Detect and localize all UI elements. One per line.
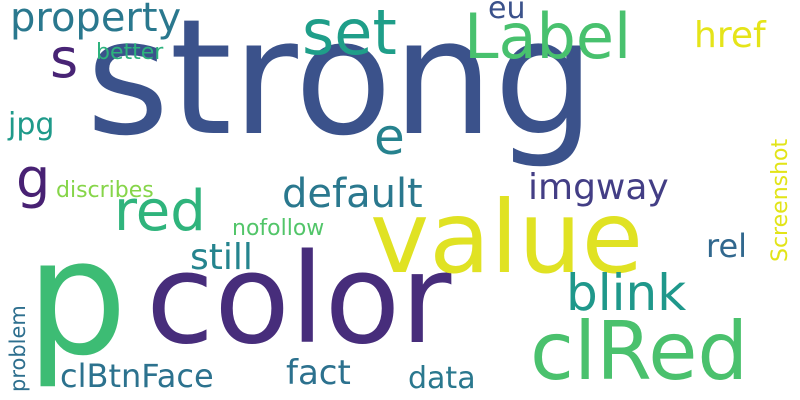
word-e: e [374,108,405,166]
word-href: href [694,15,766,56]
word-red: red [114,179,206,244]
word-default: default [282,171,423,217]
word-jpg: jpg [8,107,55,142]
word-better: better [96,40,164,65]
word-p: p [26,204,128,391]
word-eu: eu [488,0,526,26]
word-still: still [190,237,253,278]
word-discribes: discribes [56,178,154,203]
word-clred: clRed [530,305,749,398]
word-imgway: imgway [528,167,669,208]
word-color: color [146,228,452,372]
word-s: s [50,27,79,90]
word-g: g [16,147,51,210]
word-set: set [302,0,397,69]
word-label: Label [464,0,632,73]
word-nofollow: nofollow [232,216,325,241]
word-screenshot: Screenshot [768,138,793,262]
word-data: data [408,361,476,396]
word-strong: strong [86,0,596,171]
word-property: property [10,0,182,41]
word-clbtnface: clBtnFace [60,357,214,395]
word-blink: blink [566,264,687,322]
word-rel: rel [706,227,748,265]
word-problem: problem [6,305,30,392]
word-fact: fact [286,353,351,393]
word-value: value [370,179,644,296]
